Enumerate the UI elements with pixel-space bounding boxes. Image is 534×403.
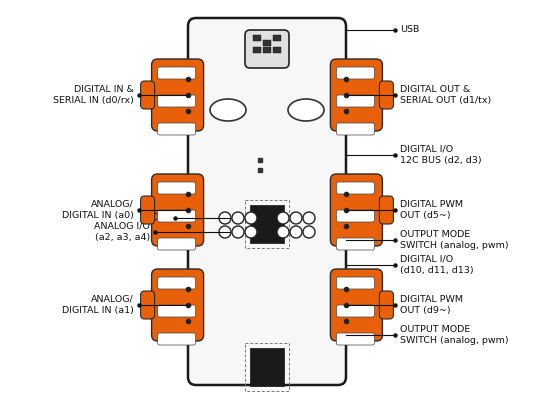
Text: DIGITAL PWM
OUT (d9~): DIGITAL PWM OUT (d9~) <box>400 295 463 315</box>
Circle shape <box>290 226 302 238</box>
Text: ANALOG I/O
(a2, a3, a4): ANALOG I/O (a2, a3, a4) <box>94 222 150 242</box>
FancyBboxPatch shape <box>140 291 155 319</box>
FancyBboxPatch shape <box>336 238 374 250</box>
FancyBboxPatch shape <box>336 67 374 79</box>
Circle shape <box>277 226 289 238</box>
Bar <box>245 200 289 248</box>
Circle shape <box>245 226 257 238</box>
Circle shape <box>245 212 257 224</box>
Text: DIGITAL I/O
12C BUS (d2, d3): DIGITAL I/O 12C BUS (d2, d3) <box>400 145 482 165</box>
Text: ICSP: ICSP <box>149 214 170 222</box>
Text: ANALOG/
DIGITAL IN (a1): ANALOG/ DIGITAL IN (a1) <box>62 295 134 315</box>
FancyBboxPatch shape <box>140 81 155 109</box>
Ellipse shape <box>210 99 246 121</box>
Bar <box>263 40 271 46</box>
Text: DIGITAL I/O
(d10, d11, d13): DIGITAL I/O (d10, d11, d13) <box>400 255 474 275</box>
FancyBboxPatch shape <box>336 95 374 107</box>
Bar <box>253 47 261 53</box>
FancyBboxPatch shape <box>331 174 382 246</box>
Circle shape <box>232 212 244 224</box>
Text: DIGITAL PWM
OUT (d5~): DIGITAL PWM OUT (d5~) <box>400 200 463 220</box>
Circle shape <box>219 212 231 224</box>
Circle shape <box>277 212 289 224</box>
FancyBboxPatch shape <box>158 123 195 135</box>
Bar <box>250 348 284 386</box>
Circle shape <box>303 212 315 224</box>
Bar <box>263 47 271 53</box>
Bar <box>273 47 281 53</box>
FancyBboxPatch shape <box>158 305 195 317</box>
FancyBboxPatch shape <box>379 81 394 109</box>
FancyBboxPatch shape <box>158 182 195 194</box>
Circle shape <box>303 226 315 238</box>
Ellipse shape <box>288 99 324 121</box>
FancyBboxPatch shape <box>152 59 203 131</box>
Circle shape <box>219 226 231 238</box>
FancyBboxPatch shape <box>336 182 374 194</box>
FancyBboxPatch shape <box>336 333 374 345</box>
FancyBboxPatch shape <box>158 238 195 250</box>
FancyBboxPatch shape <box>158 95 195 107</box>
Text: OUTPUT MODE
SWITCH (analog, pwm): OUTPUT MODE SWITCH (analog, pwm) <box>400 230 508 250</box>
Text: DIGITAL IN &
SERIAL IN (d0/rx): DIGITAL IN & SERIAL IN (d0/rx) <box>53 85 134 105</box>
Text: OUTPUT MODE
SWITCH (analog, pwm): OUTPUT MODE SWITCH (analog, pwm) <box>400 325 508 345</box>
FancyBboxPatch shape <box>336 277 374 289</box>
FancyBboxPatch shape <box>336 305 374 317</box>
Circle shape <box>290 212 302 224</box>
Circle shape <box>232 226 244 238</box>
Bar <box>245 343 289 391</box>
FancyBboxPatch shape <box>158 67 195 79</box>
FancyBboxPatch shape <box>331 269 382 341</box>
Text: USB: USB <box>400 25 419 35</box>
FancyBboxPatch shape <box>336 210 374 222</box>
FancyBboxPatch shape <box>152 174 203 246</box>
FancyBboxPatch shape <box>379 196 394 224</box>
FancyBboxPatch shape <box>379 291 394 319</box>
FancyBboxPatch shape <box>140 196 155 224</box>
Bar <box>250 205 284 243</box>
FancyBboxPatch shape <box>336 123 374 135</box>
FancyBboxPatch shape <box>158 277 195 289</box>
FancyBboxPatch shape <box>188 18 346 385</box>
FancyBboxPatch shape <box>245 30 289 68</box>
FancyBboxPatch shape <box>158 333 195 345</box>
FancyBboxPatch shape <box>331 59 382 131</box>
Text: ANALOG/
DIGITAL IN (a0): ANALOG/ DIGITAL IN (a0) <box>62 200 134 220</box>
Bar <box>273 35 281 41</box>
FancyBboxPatch shape <box>158 210 195 222</box>
FancyBboxPatch shape <box>152 269 203 341</box>
Text: DIGITAL OUT &
SERIAL OUT (d1/tx): DIGITAL OUT & SERIAL OUT (d1/tx) <box>400 85 491 105</box>
Bar <box>253 35 261 41</box>
